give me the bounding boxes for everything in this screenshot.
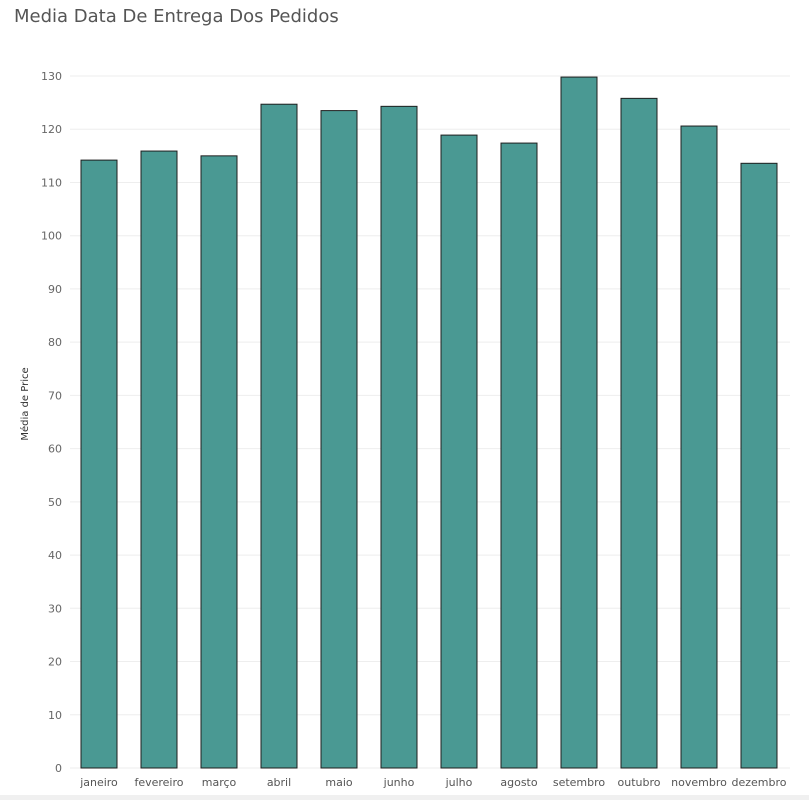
bar-setembro[interactable] <box>560 76 598 769</box>
bar-novembro[interactable] <box>680 125 718 769</box>
x-tick-label: março <box>202 776 237 789</box>
bar-janeiro[interactable] <box>80 159 118 769</box>
bar-março[interactable] <box>200 155 238 769</box>
y-tick-label: 70 <box>48 389 62 402</box>
scroll-band <box>0 795 809 800</box>
bar-junho[interactable] <box>380 105 418 769</box>
chart-title: Media Data De Entrega Dos Pedidos <box>14 6 339 27</box>
y-tick-label: 20 <box>48 656 62 669</box>
y-tick-label: 30 <box>48 602 62 615</box>
x-tick-label: outubro <box>618 776 661 789</box>
y-tick-label: 110 <box>41 176 62 189</box>
x-tick-label: setembro <box>553 776 606 789</box>
bars <box>80 76 778 769</box>
y-tick-label: 130 <box>41 70 62 83</box>
x-tick-label: julho <box>445 776 473 789</box>
y-axis-title: Média de Price <box>19 367 31 440</box>
grid-lines <box>70 75 790 769</box>
bar-abril[interactable] <box>260 103 298 769</box>
y-tick-label: 120 <box>41 123 62 136</box>
x-tick-label: dezembro <box>732 776 787 789</box>
x-tick-label: janeiro <box>79 776 118 789</box>
bar-julho[interactable] <box>440 134 478 769</box>
y-tick-label: 90 <box>48 283 62 296</box>
y-tick-label: 50 <box>48 496 62 509</box>
x-tick-label: fevereiro <box>134 776 183 789</box>
y-tick-label: 80 <box>48 336 62 349</box>
bar-maio[interactable] <box>320 110 358 769</box>
bar-agosto[interactable] <box>500 142 538 769</box>
x-tick-label: abril <box>267 776 291 789</box>
x-tick-label: maio <box>325 776 353 789</box>
x-tick-label: junho <box>383 776 415 789</box>
x-tick-label: agosto <box>500 776 537 789</box>
bar-fevereiro[interactable] <box>140 150 178 769</box>
x-axis-labels: janeiro fevereiro março abril maio junho julho… <box>79 776 787 789</box>
y-tick-label: 100 <box>41 230 62 243</box>
x-tick-label: novembro <box>671 776 727 789</box>
bar-outubro[interactable] <box>620 97 658 769</box>
y-tick-label: 40 <box>48 549 62 562</box>
y-axis-ticks: 0 10 20 30 40 50 60 70 80 90 100 110 120 130 <box>41 70 62 775</box>
y-tick-label: 60 <box>48 443 62 456</box>
y-tick-label: 0 <box>55 762 62 775</box>
bar-dezembro[interactable] <box>740 162 778 769</box>
y-tick-label: 10 <box>48 709 62 722</box>
